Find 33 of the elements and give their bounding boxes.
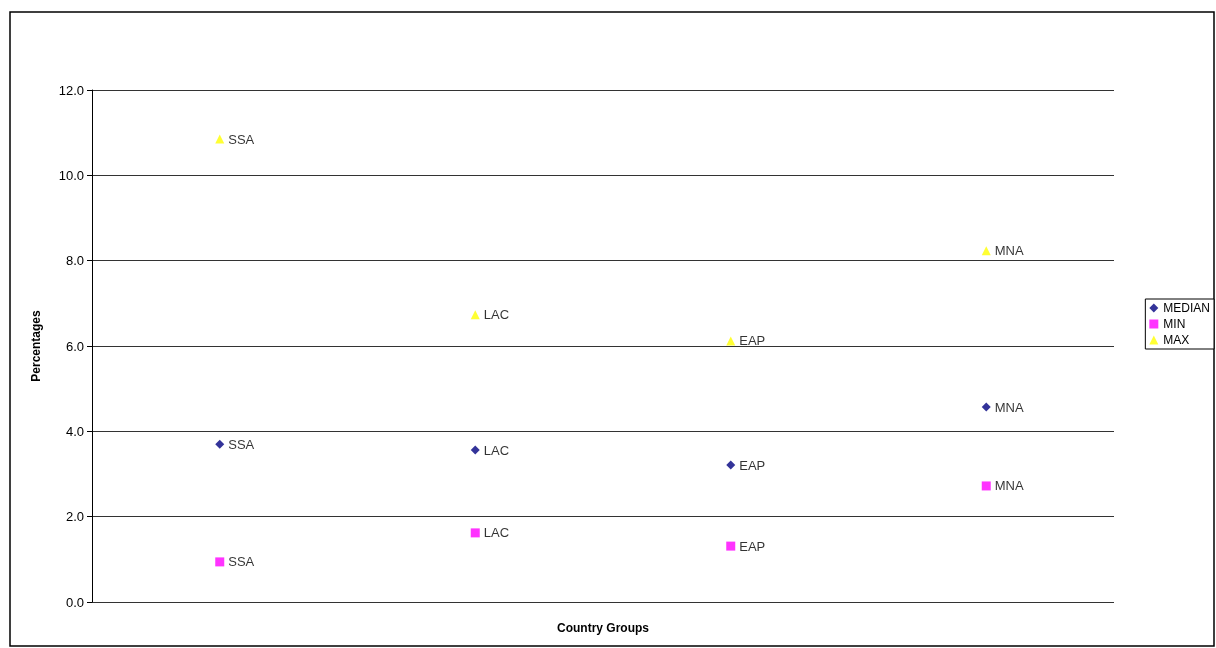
y-tick-label: 0.0 xyxy=(65,594,84,610)
data-label: LAC xyxy=(483,525,510,541)
data-label: EAP xyxy=(739,538,766,554)
y-tick-label: 2.0 xyxy=(65,509,84,525)
y-tick-label: 12.0 xyxy=(58,82,84,98)
data-label: MNA xyxy=(994,399,1024,415)
data-label: SSA xyxy=(228,554,255,570)
point xyxy=(726,541,736,551)
legend-label: MEDIAN xyxy=(1163,301,1210,315)
x-axis-title: Country Groups xyxy=(557,621,650,635)
y-tick-label: 4.0 xyxy=(65,423,84,439)
point xyxy=(470,445,480,455)
y-tick-label: 6.0 xyxy=(65,338,84,354)
point xyxy=(215,439,225,449)
point xyxy=(981,402,991,412)
data-label: MNA xyxy=(994,243,1024,259)
data-label: LAC xyxy=(483,442,510,458)
data-label: LAC xyxy=(483,307,510,323)
data-label: MNA xyxy=(994,478,1024,494)
legend-label: MIN xyxy=(1163,317,1186,331)
y-tick-label: 8.0 xyxy=(65,253,84,269)
point xyxy=(981,481,991,491)
data-label: SSA xyxy=(228,436,255,452)
data-label: EAP xyxy=(739,333,766,349)
point xyxy=(215,134,225,144)
y-axis-title: Percentages xyxy=(29,309,43,382)
y-tick-label: 10.0 xyxy=(58,167,84,183)
data-label: EAP xyxy=(739,457,766,473)
legend-label: MAX xyxy=(1163,333,1190,347)
point xyxy=(470,528,480,538)
data-label: SSA xyxy=(228,131,255,147)
point xyxy=(726,460,736,470)
point xyxy=(215,557,225,567)
